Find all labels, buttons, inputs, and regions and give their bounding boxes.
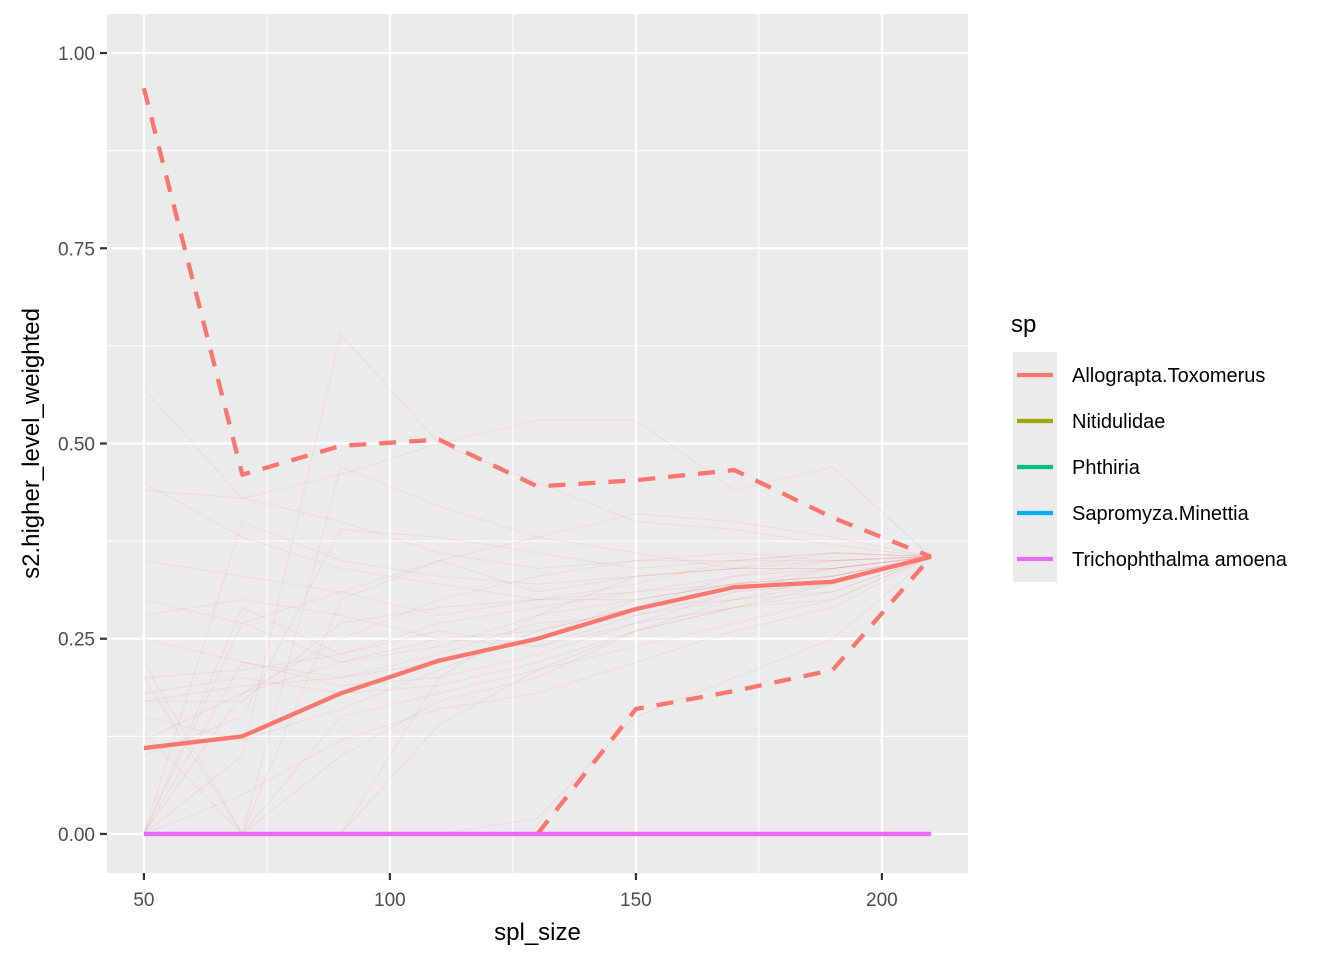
x-tick-label: 50	[133, 890, 154, 911]
replicate-lines	[143, 333, 932, 836]
x-tick-label: 150	[620, 890, 652, 911]
replicate-line	[143, 556, 932, 702]
series-line-allograpta-toxomerus	[143, 554, 932, 751]
x-axis: 50 100 150 200	[133, 873, 898, 911]
legend-label: Trichophthalma amoena	[1072, 549, 1288, 571]
replicate-line	[143, 556, 932, 663]
replicate-line	[143, 528, 932, 757]
replicate-line	[143, 520, 932, 835]
replicate-line	[143, 556, 932, 835]
replicate-line	[143, 556, 932, 836]
series-line-dashed-allograpta-toxomerus	[141, 87, 932, 559]
x-axis-title: spl_size	[494, 919, 581, 946]
y-tick-label: 0.00	[58, 825, 95, 846]
replicate-line	[143, 556, 932, 835]
replicate-line	[143, 482, 932, 601]
replicate-line	[143, 556, 932, 640]
replicate-line	[143, 333, 932, 835]
major-gridlines	[107, 14, 968, 873]
legend-title: sp	[1011, 311, 1036, 338]
replicate-line	[143, 556, 932, 679]
y-tick-label: 1.00	[58, 44, 95, 65]
x-tick-label: 200	[866, 890, 898, 911]
replicate-line	[143, 466, 932, 835]
replicate-line	[143, 556, 932, 741]
y-tick-label: 0.50	[58, 435, 95, 456]
replicate-line	[143, 556, 932, 694]
replicate-line	[143, 556, 932, 741]
y-axis-title: s2.higher_level_weighted	[18, 308, 45, 579]
legend-label: Sapromyza.Minettia	[1072, 503, 1250, 525]
x-tick-label: 100	[374, 890, 406, 911]
legend-label: Phthiria	[1072, 457, 1141, 479]
replicate-line	[143, 388, 932, 558]
series-line-dashed-allograpta-toxomerus	[535, 555, 933, 836]
replicate-line	[143, 489, 932, 569]
series-lines	[141, 87, 933, 837]
replicate-line	[143, 556, 932, 835]
y-axis: 0.00 0.25 0.50 0.75 1.00	[58, 44, 107, 846]
legend-label: Nitidulidae	[1072, 411, 1165, 433]
replicate-line	[143, 552, 932, 835]
y-tick-label: 0.75	[58, 239, 95, 260]
y-tick-label: 0.25	[58, 630, 95, 651]
replicate-line	[143, 556, 932, 835]
legend-label: Allograpta.Toxomerus	[1072, 365, 1265, 387]
replicate-line	[143, 513, 932, 835]
replicate-line	[143, 556, 932, 616]
legend: sp Allograpta.Toxomerus Nitidulidae Phthir…	[1011, 311, 1288, 582]
replicate-line	[143, 556, 932, 687]
